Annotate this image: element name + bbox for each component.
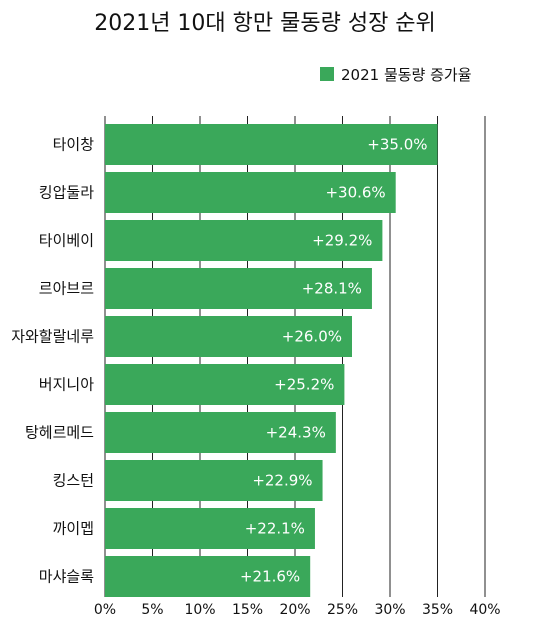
category-label: 타이창 — [53, 136, 95, 154]
x-tick-labels: 0% 5% 10% 15% 20% 25% 30% 35% 40% — [94, 602, 501, 618]
value-label: +22.1% — [245, 520, 305, 538]
x-tick-label: 20% — [279, 602, 310, 618]
category-label: 킹스턴 — [53, 472, 94, 490]
value-label: +29.2% — [312, 232, 372, 250]
bar — [105, 460, 323, 501]
value-label: +28.1% — [302, 280, 362, 298]
category-label: 까이멥 — [53, 520, 94, 538]
x-tick-label: 25% — [327, 602, 358, 618]
x-tick-label: 5% — [141, 602, 163, 618]
bar — [105, 508, 315, 549]
value-label: +21.6% — [240, 568, 300, 586]
category-label: 마샤슬록 — [39, 568, 94, 586]
bar — [105, 316, 352, 357]
category-label: 버지니아 — [39, 376, 94, 394]
x-tick-label: 30% — [374, 602, 405, 618]
x-tick-label: 35% — [422, 602, 453, 618]
x-tick-label: 15% — [232, 602, 263, 618]
bar — [105, 412, 336, 453]
bar — [105, 172, 396, 213]
value-label: +35.0% — [367, 136, 427, 154]
bar — [105, 556, 311, 597]
value-label: +25.2% — [274, 376, 334, 394]
x-tick-label: 0% — [94, 602, 116, 618]
x-tick-label: 40% — [469, 602, 500, 618]
bar — [105, 124, 438, 165]
bar — [105, 220, 383, 261]
category-label: 탕헤르메드 — [25, 424, 94, 442]
value-label: +30.6% — [325, 184, 385, 202]
x-tick-label: 10% — [184, 602, 215, 618]
category-label: 자와할랄네루 — [11, 328, 94, 346]
legend: 2021 물동량 증가율 — [320, 66, 472, 84]
legend-swatch — [320, 67, 334, 81]
value-label: +26.0% — [282, 328, 342, 346]
chart-title: 2021년 10대 항만 물동량 성장 순위 — [94, 11, 436, 36]
legend-label: 2021 물동량 증가율 — [341, 66, 472, 84]
category-label: 킹압둘라 — [39, 184, 94, 202]
value-label: +24.3% — [266, 424, 326, 442]
value-labels: +35.0% +30.6% +29.2% +28.1% +26.0% +25.2% +24.… — [240, 136, 428, 586]
category-label: 타이베이 — [39, 232, 94, 250]
value-label: +22.9% — [252, 472, 312, 490]
bars — [105, 124, 438, 597]
category-label: 르아브르 — [39, 280, 94, 298]
bar — [105, 364, 345, 405]
bar — [105, 268, 372, 309]
